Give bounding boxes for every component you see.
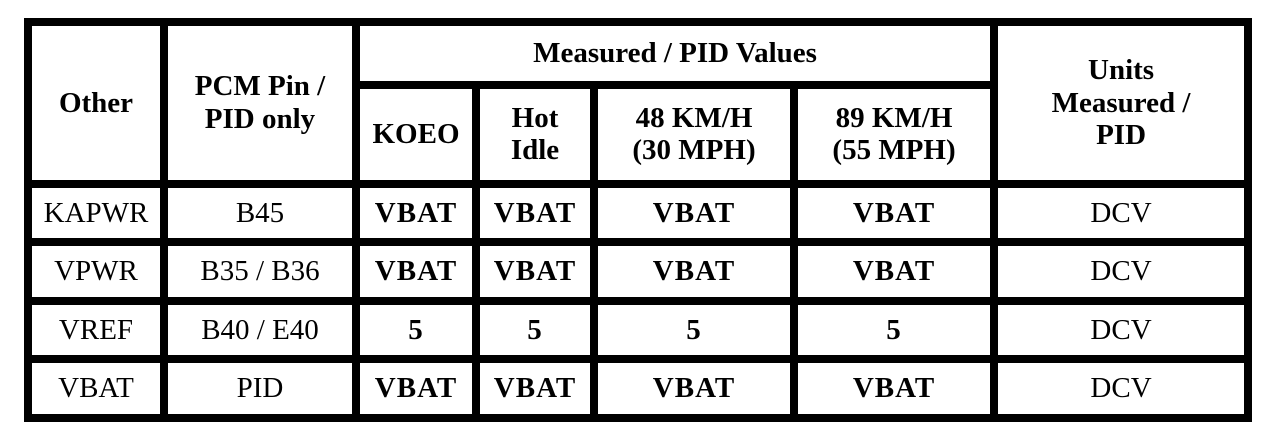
cell-hot-idle: VBAT — [476, 242, 594, 301]
header-other: Other — [28, 22, 164, 184]
cell-koeo: 5 — [356, 300, 476, 360]
header-units-text: Units Measured / PID — [1051, 54, 1191, 152]
table-row: VPWR B35 / B36 VBAT VBAT VBAT VBAT DCV — [28, 242, 1249, 301]
header-pcm-pin: PCM Pin / PID only — [164, 22, 356, 184]
cell-koeo: VBAT — [356, 242, 476, 301]
header-48kmh-text: 48 KM/H (30 MPH) — [632, 101, 756, 167]
cell-other: VREF — [28, 300, 164, 360]
header-89kmh-text: 89 KM/H (55 MPH) — [832, 101, 956, 167]
table-row: VREF B40 / E40 5 5 5 5 DCV — [28, 300, 1249, 360]
cell-koeo: VBAT — [356, 359, 476, 418]
cell-units: DCV — [994, 359, 1249, 418]
header-row-2: KOEO Hot Idle 48 KM/H (30 MPH) 89 KM/H (… — [28, 84, 1248, 184]
cell-48kmh: 5 — [594, 300, 794, 360]
cell-pin: B45 — [164, 183, 356, 243]
header-hot-idle-text: Hot Idle — [510, 101, 560, 167]
cell-pin: B35 / B36 — [164, 242, 356, 301]
header-89kmh: 89 KM/H (55 MPH) — [794, 84, 995, 184]
cell-other: VPWR — [28, 242, 164, 301]
header-row-1: Other PCM Pin / PID only Measured / PID … — [28, 22, 1249, 184]
header-measured-values: Measured / PID Values — [356, 22, 995, 85]
cell-pin: PID — [164, 359, 356, 418]
table-row: VBAT PID VBAT VBAT VBAT VBAT DCV — [28, 359, 1249, 418]
cell-89kmh: VBAT — [794, 183, 995, 243]
header-pcm-pin-text: PCM Pin / PID only — [194, 70, 326, 135]
cell-koeo: VBAT — [356, 183, 476, 243]
cell-pin: B40 / E40 — [164, 300, 356, 360]
cell-hot-idle: VBAT — [476, 359, 594, 418]
cell-units: DCV — [994, 183, 1249, 243]
cell-48kmh: VBAT — [594, 359, 794, 418]
cell-hot-idle: 5 — [476, 300, 594, 360]
header-48kmh: 48 KM/H (30 MPH) — [594, 84, 794, 184]
cell-48kmh: VBAT — [594, 242, 794, 301]
cell-other: VBAT — [28, 359, 164, 418]
table-row: KAPWR B45 VBAT VBAT VBAT VBAT DCV — [28, 183, 1249, 243]
header-koeo: KOEO — [356, 84, 476, 184]
pid-values-table: Other PCM Pin / PID only Measured / PID … — [24, 18, 1253, 422]
cell-89kmh: VBAT — [794, 242, 995, 301]
cell-48kmh: VBAT — [594, 183, 794, 243]
header-hot-idle: Hot Idle — [476, 84, 594, 184]
cell-other: KAPWR — [28, 183, 164, 243]
cell-units: DCV — [994, 300, 1249, 360]
cell-units: DCV — [994, 242, 1249, 301]
cell-89kmh: 5 — [794, 300, 995, 360]
cell-89kmh: VBAT — [794, 359, 995, 418]
header-units: Units Measured / PID — [994, 22, 1249, 184]
cell-hot-idle: VBAT — [476, 183, 594, 243]
